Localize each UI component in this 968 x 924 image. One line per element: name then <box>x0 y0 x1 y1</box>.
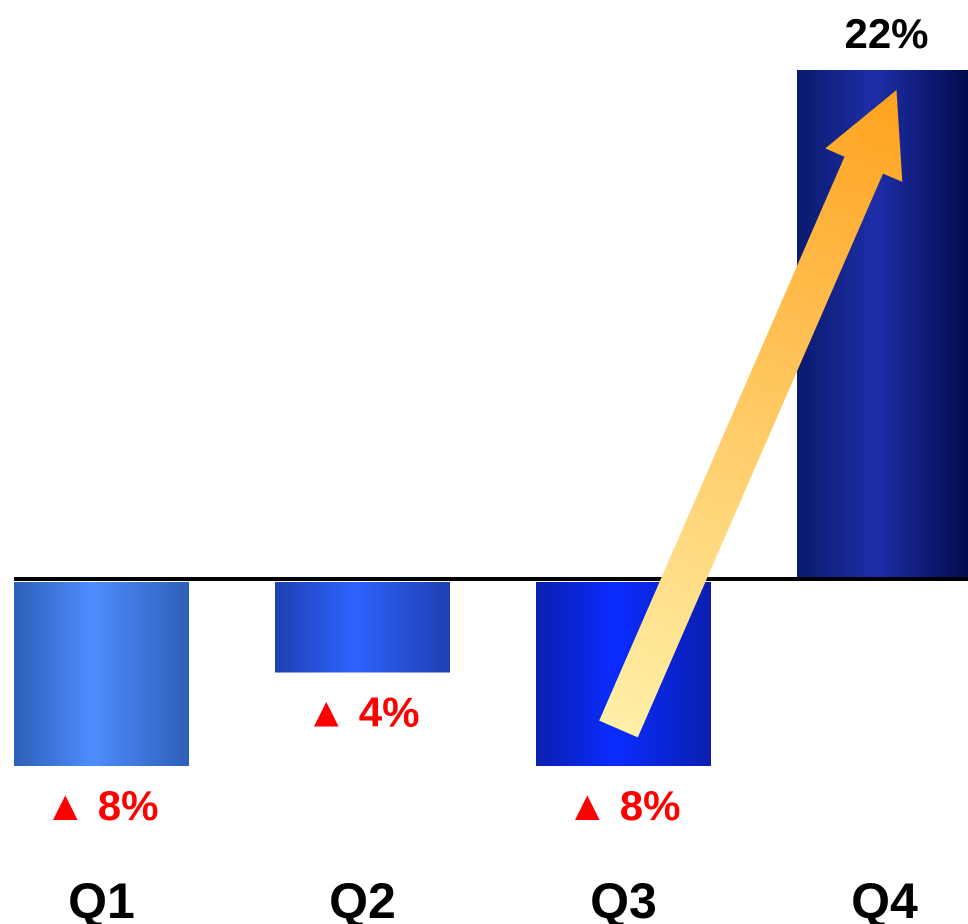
bar-q2 <box>275 582 450 673</box>
data-label-q3: ▲ 8% <box>567 782 681 829</box>
bar-q1 <box>14 582 189 766</box>
category-label-q1: Q1 <box>68 873 135 924</box>
bars-layer <box>14 70 968 766</box>
data-label-q2: ▲ 4% <box>306 689 420 736</box>
trend-arrow-layer <box>599 90 903 738</box>
data-label-q4: 22% <box>844 10 928 57</box>
data-labels-layer: ▲ 8% ▲ 4% ▲ 8% 22% <box>45 10 929 829</box>
data-label-q1: ▲ 8% <box>45 782 159 829</box>
category-label-q4: Q4 <box>851 873 918 924</box>
category-label-q3: Q3 <box>590 873 657 924</box>
category-labels-layer: Q1 Q2 Q3 Q4 <box>68 873 918 924</box>
category-label-q2: Q2 <box>329 873 396 924</box>
trend-arrow <box>599 90 903 738</box>
